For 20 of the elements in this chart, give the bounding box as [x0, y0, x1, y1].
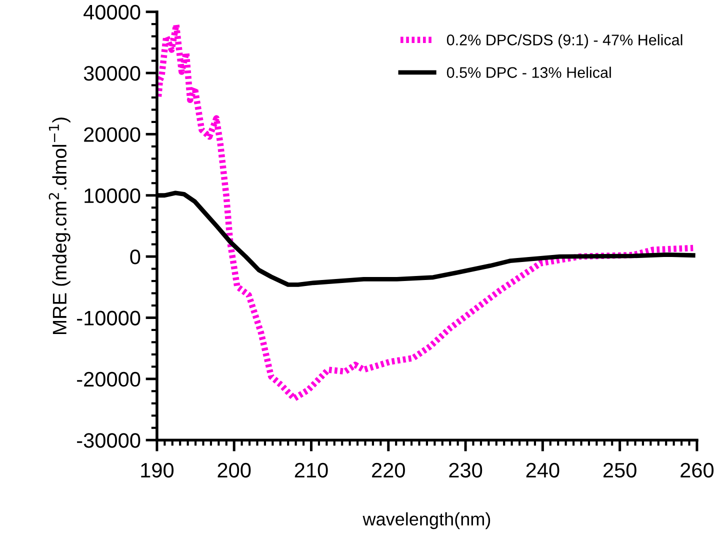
x-tick-label: 230	[449, 462, 482, 478]
y-tick-label: 0	[130, 250, 140, 264]
x-axis-title: wavelength(nm)	[362, 512, 490, 530]
y-tick-label: 10000	[84, 188, 140, 204]
y-tick-label: 30000	[84, 66, 140, 81]
legend-label: 0.2% DPC/SDS (9:1) - 47% Helical	[446, 34, 682, 48]
x-tick-label: 260	[680, 462, 714, 478]
x-tick-label: 250	[603, 462, 636, 478]
x-tick-label: 200	[218, 462, 251, 478]
y-tick-label: -30000	[77, 433, 140, 448]
y-tick-label: -20000	[77, 372, 140, 387]
y-tick-label: 40000	[84, 4, 140, 20]
y-tick-label: 20000	[84, 127, 140, 142]
x-tick-label: 240	[526, 462, 560, 478]
y-tick-label: -10000	[77, 310, 140, 326]
y-axis-title: MRE (mdeg.cm$^{2}$.dmol$^{−1}$)	[48, 118, 70, 334]
x-tick-label: 220	[372, 462, 405, 478]
x-tick-label: 210	[294, 462, 328, 478]
legend-label: 0.5% DPC - 13% Helical	[446, 66, 611, 78]
x-tick-label: 190	[141, 462, 174, 478]
